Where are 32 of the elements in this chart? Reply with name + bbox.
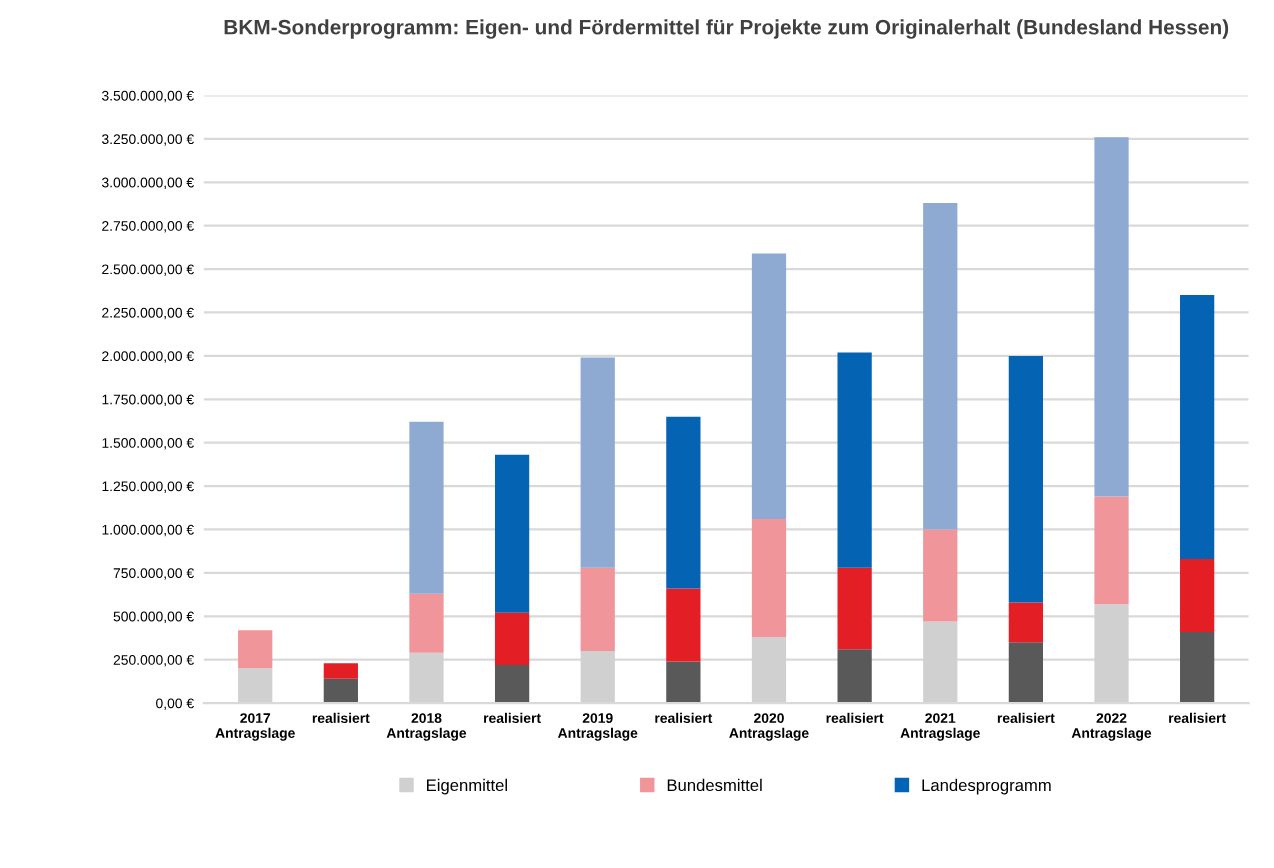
bar (1180, 295, 1215, 559)
bar (923, 529, 958, 622)
bar (666, 416, 701, 589)
bar (1008, 602, 1044, 643)
bar (1008, 642, 1044, 704)
bar (751, 519, 787, 638)
bar (238, 630, 273, 669)
bar (494, 612, 530, 665)
bar (1180, 631, 1215, 704)
bar (666, 661, 701, 704)
chart-title: BKM-Sonderprogramm: Eigen- und Fördermittel für Projekte zum Originalerhalt (Bundesland Hessen) (224, 19, 1229, 39)
bar (837, 352, 872, 568)
bar (666, 588, 701, 662)
bar (1180, 558, 1215, 632)
bar (1094, 496, 1129, 605)
bar (1094, 137, 1129, 497)
bar (837, 649, 872, 704)
bar (409, 593, 444, 653)
bar (751, 253, 787, 520)
bar (323, 678, 358, 704)
legend-label: Bundesmittel (667, 778, 762, 792)
bar (837, 567, 872, 650)
bar (580, 357, 615, 568)
bar (494, 664, 530, 704)
legend-label: Landesprogramm (922, 778, 1051, 795)
bar (409, 421, 444, 594)
bar (494, 454, 530, 613)
bar (923, 203, 958, 530)
bar (1008, 355, 1044, 603)
bar (323, 663, 358, 679)
legend-label: Eigenmittel (427, 778, 507, 795)
bar (580, 567, 615, 651)
